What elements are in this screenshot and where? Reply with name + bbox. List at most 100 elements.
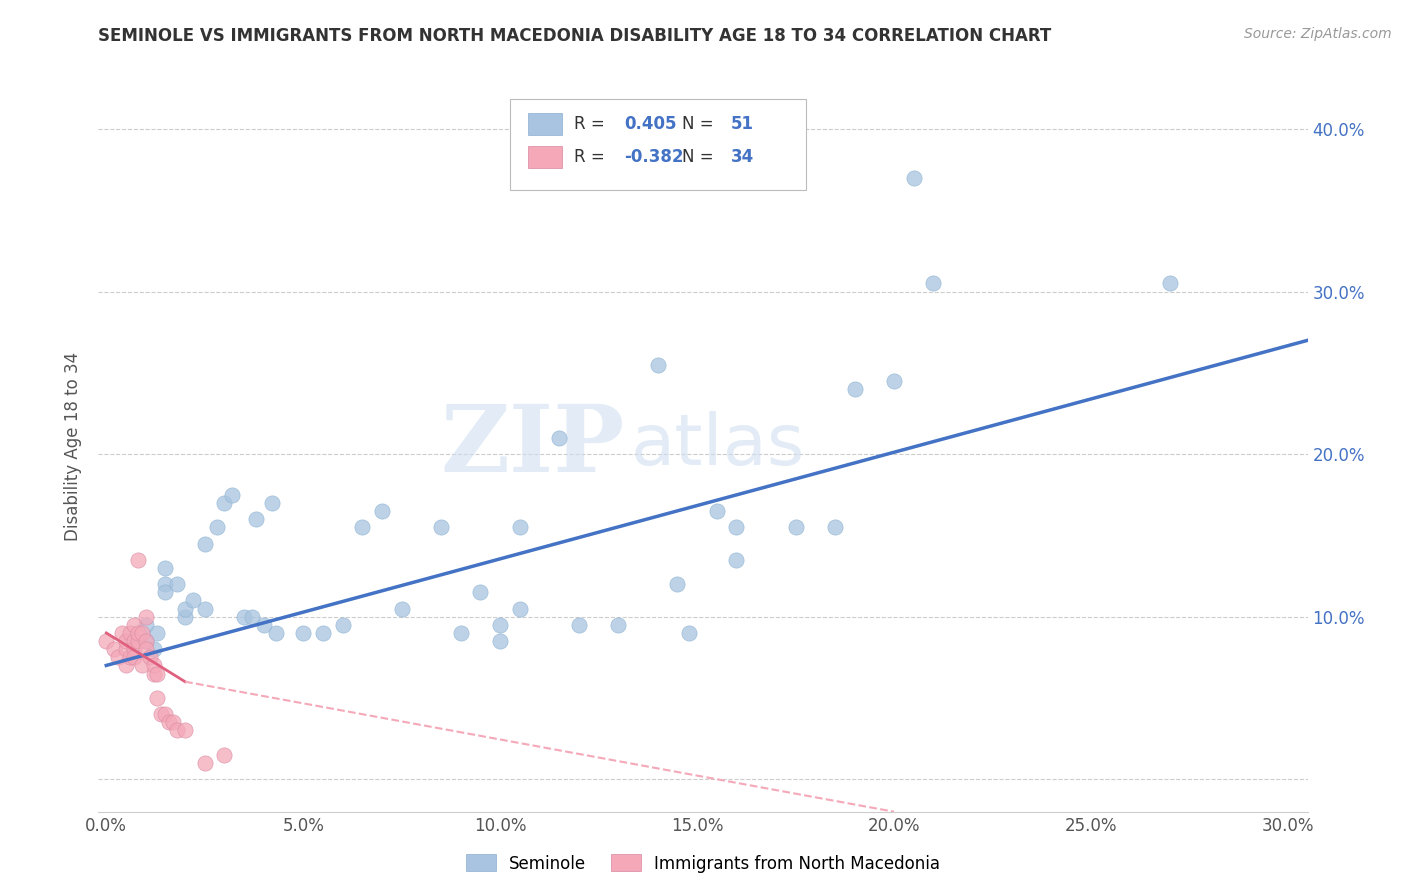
Point (678, 626, 700, 640)
Point (568, 617, 591, 632)
Point (142, 658, 165, 673)
Point (240, 609, 263, 624)
Point (155, 707, 177, 722)
Point (371, 504, 394, 518)
Point (127, 553, 149, 567)
Point (115, 658, 138, 673)
Point (122, 634, 145, 648)
Point (146, 690, 169, 705)
Point (253, 617, 276, 632)
Text: SEMINOLE VS IMMIGRANTS FROM NORTH MACEDONIA DISABILITY AGE 18 TO 34 CORRELATION : SEMINOLE VS IMMIGRANTS FROM NORTH MACEDO… (98, 27, 1052, 45)
Point (166, 577, 188, 591)
Point (824, 520, 846, 534)
Point (155, 577, 177, 591)
Point (430, 520, 453, 534)
Point (157, 715, 180, 730)
Text: R =: R = (574, 115, 610, 133)
Point (122, 650, 145, 665)
Point (903, 170, 925, 185)
Point (352, 520, 374, 534)
Point (450, 626, 472, 640)
Point (135, 634, 157, 648)
Text: -0.382: -0.382 (624, 148, 683, 166)
Point (146, 666, 169, 681)
Point (194, 601, 217, 615)
Text: N =: N = (682, 148, 720, 166)
Point (142, 642, 165, 657)
Point (922, 277, 945, 291)
Point (470, 585, 492, 599)
Text: 0.405: 0.405 (624, 115, 676, 133)
Point (233, 609, 256, 624)
Point (205, 520, 228, 534)
Point (118, 626, 141, 640)
Point (142, 666, 165, 681)
Point (131, 626, 153, 640)
Legend: Seminole, Immigrants from North Macedonia: Seminole, Immigrants from North Macedoni… (458, 847, 948, 880)
Point (135, 634, 157, 648)
Point (166, 723, 188, 738)
Point (115, 642, 138, 657)
Point (607, 617, 630, 632)
Point (292, 626, 315, 640)
Point (155, 585, 177, 599)
Point (138, 650, 160, 665)
Point (135, 642, 157, 657)
Point (725, 520, 748, 534)
Point (489, 617, 512, 632)
Y-axis label: Disability Age 18 to 34: Disability Age 18 to 34 (65, 351, 83, 541)
Point (509, 520, 531, 534)
Text: 51: 51 (731, 115, 754, 133)
Point (647, 358, 669, 372)
Point (181, 593, 204, 607)
FancyBboxPatch shape (509, 99, 806, 190)
Point (162, 715, 184, 730)
Point (489, 634, 512, 648)
FancyBboxPatch shape (527, 113, 561, 136)
Point (548, 431, 571, 445)
Point (174, 609, 197, 624)
Point (332, 617, 354, 632)
Point (135, 609, 157, 624)
Point (150, 707, 173, 722)
Point (194, 536, 217, 550)
Text: R =: R = (574, 148, 610, 166)
Point (509, 601, 531, 615)
Point (174, 601, 197, 615)
Text: atlas: atlas (630, 411, 804, 481)
Text: ZIP: ZIP (440, 401, 624, 491)
Point (883, 374, 905, 388)
Point (122, 642, 145, 657)
Point (706, 504, 728, 518)
Point (118, 650, 141, 665)
Point (135, 617, 157, 632)
Text: Source: ZipAtlas.com: Source: ZipAtlas.com (1244, 27, 1392, 41)
Point (111, 626, 134, 640)
Point (107, 650, 129, 665)
Point (260, 496, 283, 510)
Point (214, 496, 236, 510)
FancyBboxPatch shape (527, 146, 561, 168)
Point (146, 626, 169, 640)
Point (1159, 277, 1181, 291)
Point (127, 634, 149, 648)
Point (666, 577, 689, 591)
Point (725, 553, 748, 567)
Point (785, 520, 807, 534)
Point (174, 723, 197, 738)
Point (214, 747, 236, 762)
Point (391, 601, 413, 615)
Point (131, 658, 153, 673)
Point (194, 756, 217, 770)
Point (245, 512, 267, 526)
Point (844, 382, 866, 396)
Point (103, 642, 125, 657)
Point (155, 561, 177, 575)
Point (127, 626, 149, 640)
Point (115, 634, 138, 648)
Text: N =: N = (682, 115, 720, 133)
Point (122, 617, 145, 632)
Point (96, 634, 118, 648)
Text: 34: 34 (731, 148, 754, 166)
Point (264, 626, 287, 640)
